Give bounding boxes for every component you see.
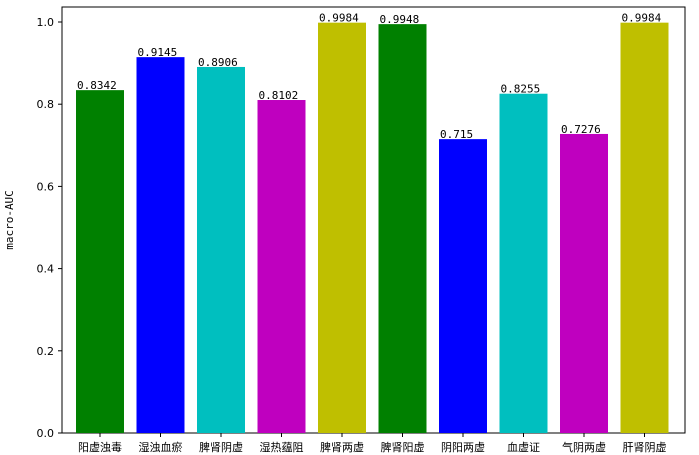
value-label-9: 0.7276	[561, 123, 601, 136]
x-tick-label-3: 脾肾阴虚	[199, 440, 243, 454]
y-tick-label-3: 0.4	[37, 263, 55, 276]
y-tick-label-1: 0.0	[37, 427, 55, 440]
bar-8	[499, 93, 548, 434]
value-label-7: 0.715	[440, 128, 473, 141]
x-axis: 阳虚浊毒 湿浊血瘀 脾肾阴虚 湿热蕴阻 脾肾两虚 脾肾阳虚 阴阳两虚 血虚证 气阴两虚 肝肾阴虚	[78, 433, 667, 454]
bars-group	[76, 22, 669, 434]
y-tick-label-5: 0.8	[37, 98, 55, 111]
value-label-8: 0.8255	[501, 83, 541, 96]
bar-4	[257, 100, 306, 433]
x-tick-label-10: 肝肾阴虚	[623, 441, 667, 454]
x-tick-label-6: 脾肾阳虚	[381, 440, 425, 454]
value-label-4: 0.8102	[259, 89, 299, 102]
y-tick-label-4: 0.6	[37, 180, 55, 193]
bar-2	[136, 57, 185, 433]
value-label-1: 0.8342	[77, 79, 117, 92]
x-tick-label-7: 阴阳两虚	[441, 441, 485, 454]
value-label-2: 0.9145	[138, 46, 178, 59]
bar-3	[197, 66, 245, 433]
x-tick-label-8: 血虚证	[507, 440, 540, 454]
bar-1	[76, 90, 124, 433]
x-tick-label-1: 阳虚浊毒	[78, 441, 122, 454]
x-tick-label-4: 湿热蕴阻	[260, 441, 304, 454]
value-label-5: 0.9984	[319, 12, 359, 25]
bar-9	[560, 133, 608, 433]
y-axis-title: macro-AUC	[3, 190, 16, 250]
value-labels-group: 0.8342 0.9145 0.8906 0.8102 0.9984 0.9948 0.71…	[77, 12, 662, 141]
x-tick-label-9: 气阴两虚	[562, 440, 606, 454]
bar-5	[318, 22, 366, 434]
y-tick-label-6: 1.0	[37, 16, 55, 29]
x-tick-label-5: 脾肾两虚	[320, 440, 364, 454]
bar-10	[620, 22, 669, 434]
bar-6	[378, 24, 427, 433]
y-axis: 0.0 0.2 0.4 0.6 0.8 1.0	[37, 16, 62, 440]
value-label-10: 0.9984	[622, 12, 662, 25]
y-tick-label-2: 0.2	[37, 345, 55, 358]
value-label-6: 0.9948	[380, 13, 420, 26]
x-tick-label-2: 湿浊血瘀	[139, 440, 183, 454]
value-label-3: 0.8906	[198, 56, 238, 69]
bar-7	[439, 139, 487, 433]
